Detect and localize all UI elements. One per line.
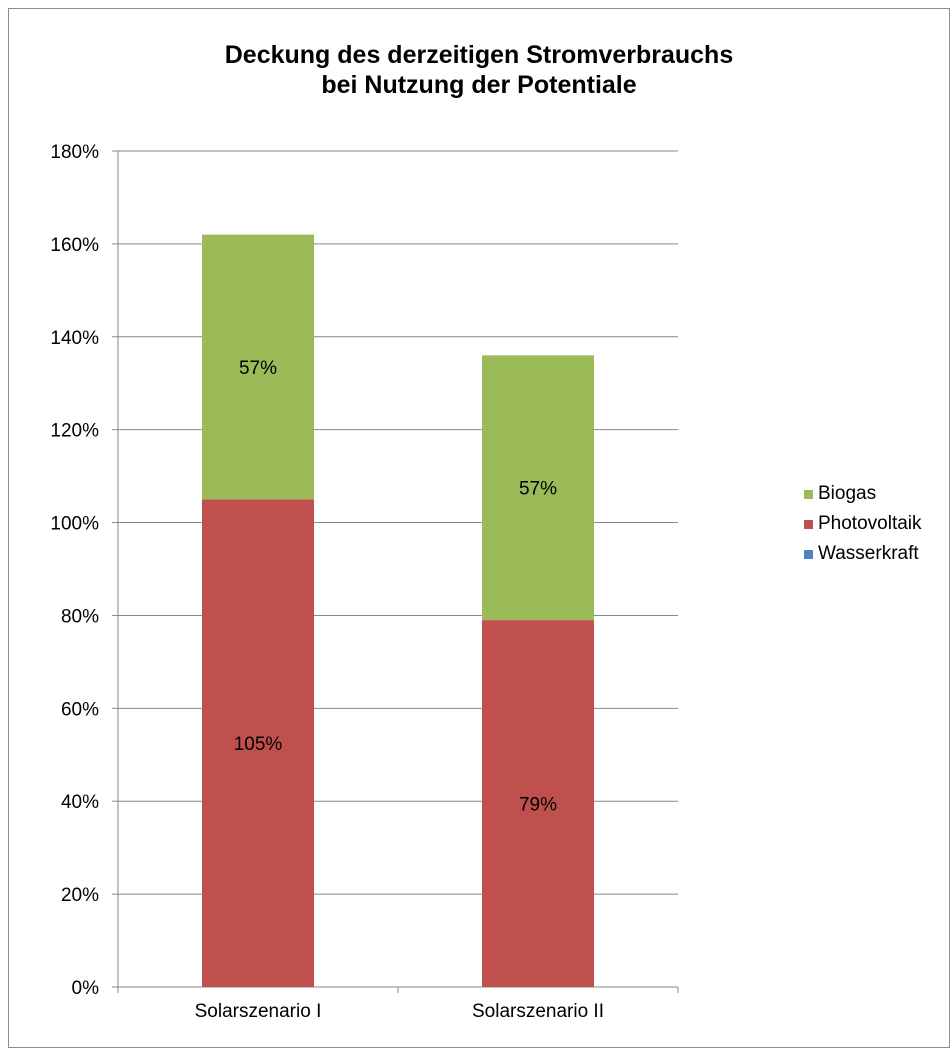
y-tick-label: 0% (72, 978, 100, 999)
legend-label-biogas: Biogas (818, 483, 877, 504)
chart-frame: Deckung des derzeitigen Stromverbrauchs … (8, 8, 950, 1048)
data-label-biogas-2: 57% (519, 479, 557, 500)
y-tick-label: 180% (50, 142, 99, 163)
chart-title-line-2: bei Nutzung der Potentiale (321, 71, 637, 99)
y-tick-label: 140% (50, 328, 99, 349)
bar-biogas-2 (482, 355, 594, 621)
bar-biogas-1 (202, 234, 314, 500)
legend-label-photovoltaik: Photovoltaik (818, 513, 922, 534)
bar-photovoltaik-1 (202, 499, 314, 987)
legend-swatch-biogas (804, 489, 813, 499)
legend-swatch-wasserkraft (804, 549, 813, 559)
legend-item-wasserkraft: Wasserkraft (804, 539, 922, 569)
data-label-biogas-1: 57% (239, 358, 277, 379)
legend-swatch-photovoltaik (804, 519, 813, 529)
y-tick-label: 40% (61, 792, 99, 813)
y-tick-label: 100% (50, 514, 99, 535)
y-tick-label: 120% (50, 421, 99, 442)
x-tick-label: Solarszenario I (195, 1001, 322, 1022)
y-tick-label: 160% (50, 235, 99, 256)
legend-item-photovoltaik: Photovoltaik (804, 509, 922, 539)
bar-photovoltaik-2 (482, 620, 594, 987)
legend-item-biogas: Biogas (804, 479, 922, 509)
data-label-photovoltaik-2: 79% (519, 795, 557, 816)
legend: Biogas Photovoltaik Wasserkraft (804, 479, 922, 569)
chart-title-line-1: Deckung des derzeitigen Stromverbrauchs (224, 41, 734, 69)
y-tick-label: 20% (61, 885, 99, 906)
data-label-photovoltaik-1: 105% (234, 734, 283, 755)
y-tick-label: 80% (61, 606, 99, 627)
y-tick-label: 60% (61, 699, 99, 720)
x-tick-label: Solarszenario II (472, 1001, 604, 1022)
legend-label-wasserkraft: Wasserkraft (818, 543, 919, 564)
